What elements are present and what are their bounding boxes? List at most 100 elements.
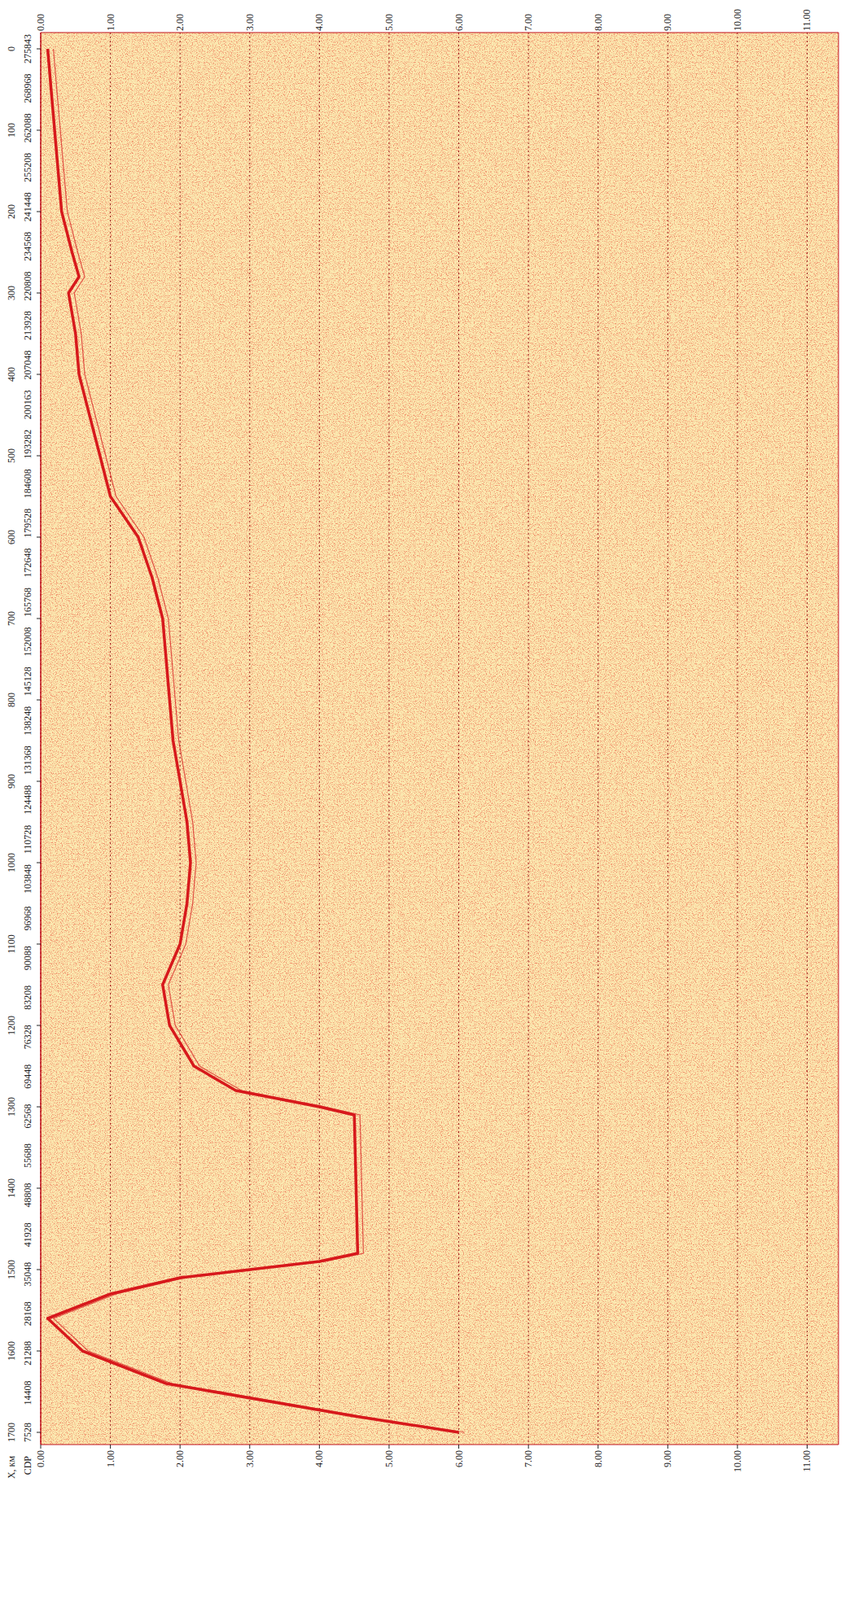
tick-label: 9.00: [661, 1450, 674, 1468]
tick-label: 2.00: [174, 1450, 186, 1468]
cdp-label: 145128: [21, 666, 34, 697]
tick-label: 300: [5, 285, 18, 301]
tick-mark: [36, 455, 41, 457]
tick-label: 11.00: [801, 8, 813, 31]
tick-label: 4.00: [313, 13, 325, 31]
grid-line: [736, 32, 738, 1445]
cdp-label: 103848: [21, 864, 34, 894]
tick-mark: [667, 1444, 669, 1450]
tick-label: 500: [5, 448, 18, 464]
tick-mark: [36, 781, 41, 783]
tick-mark: [736, 1444, 738, 1450]
cdp-label: 241448: [21, 192, 34, 222]
tick-mark: [36, 1188, 41, 1190]
cdp-label: 35048: [21, 1262, 34, 1288]
cdp-label: 193282: [21, 429, 34, 460]
cdp-label: 28168: [21, 1301, 34, 1327]
tick-label: 8.00: [592, 1450, 605, 1468]
tick-label: 11.00: [801, 1450, 813, 1473]
axis-title: X, км: [5, 1456, 18, 1480]
cdp-label: 275843: [21, 34, 34, 64]
tick-mark: [36, 700, 41, 701]
cdp-label: 262088: [21, 113, 34, 143]
tick-label: 1.00: [105, 13, 117, 31]
tick-label: 4.00: [313, 1450, 325, 1468]
tick-label: 1400: [5, 1178, 18, 1199]
tick-label: 1200: [5, 1015, 18, 1036]
plot-background: [40, 32, 839, 1445]
tick-label: 0: [5, 46, 18, 52]
tick-mark: [806, 1444, 808, 1450]
tick-mark: [249, 1444, 250, 1450]
cdp-label: 234568: [21, 232, 34, 262]
tick-mark: [36, 48, 41, 50]
cdp-label: 131368: [21, 745, 34, 775]
tick-label: 400: [5, 367, 18, 382]
tick-label: 2.00: [174, 13, 186, 31]
cdp-label: 138248: [21, 706, 34, 736]
tick-mark: [36, 862, 41, 864]
tick-label: 0.00: [35, 13, 47, 31]
grid-line: [388, 32, 390, 1445]
grid-line: [179, 32, 181, 1445]
tick-mark: [458, 1444, 460, 1450]
tick-mark: [36, 1432, 41, 1434]
grid-line: [109, 32, 111, 1445]
tick-mark: [36, 130, 41, 132]
axis-line: [40, 32, 839, 34]
tick-label: 1500: [5, 1260, 18, 1280]
seismic-section: 0.000.001.001.002.002.003.003.004.004.00…: [0, 0, 845, 1600]
cdp-label: 207048: [21, 350, 34, 381]
tick-label: 0.00: [35, 1450, 47, 1468]
tick-mark: [388, 1444, 390, 1450]
tick-mark: [109, 1444, 111, 1450]
cdp-label: 268968: [21, 74, 34, 104]
tick-label: 600: [5, 529, 18, 545]
tick-mark: [36, 1351, 41, 1353]
cdp-label: 76328: [21, 1024, 34, 1050]
tick-label: 1.00: [105, 1450, 117, 1468]
cdp-label: 213928: [21, 310, 34, 341]
seafloor-multiple: [53, 48, 465, 1433]
seafloor-reflector: [48, 48, 460, 1433]
cdp-label: 90088: [21, 945, 34, 971]
grid-line: [40, 32, 42, 1445]
tick-mark: [36, 537, 41, 539]
tick-label: 6.00: [453, 13, 465, 31]
tick-label: 10.00: [731, 1450, 744, 1473]
tick-mark: [179, 1444, 181, 1450]
cdp-label: 55688: [21, 1143, 34, 1169]
axis-line: [39, 32, 42, 1445]
data-group: [48, 48, 465, 1433]
cdp-label: 220808: [21, 271, 34, 301]
tick-label: 900: [5, 774, 18, 789]
cdp-label: 124488: [21, 785, 34, 815]
grid-line: [597, 32, 599, 1445]
tick-label: 1700: [5, 1422, 18, 1443]
tick-label: 1300: [5, 1097, 18, 1117]
grid-line: [458, 32, 460, 1445]
grid-line: [319, 32, 320, 1445]
tick-label: 9.00: [661, 13, 674, 31]
tick-label: 3.00: [244, 1450, 256, 1468]
tick-mark: [36, 944, 41, 946]
tick-label: 1100: [5, 934, 18, 955]
tick-label: 5.00: [383, 1450, 395, 1468]
tick-mark: [36, 1025, 41, 1027]
cdp-label: 200163: [21, 389, 34, 420]
tick-label: 7.00: [522, 1450, 535, 1468]
tick-label: 5.00: [383, 13, 395, 31]
tick-mark: [40, 1444, 42, 1450]
cdp-label: 152008: [21, 627, 34, 657]
tick-mark: [36, 293, 41, 294]
grid-line: [667, 32, 669, 1445]
cdp-label: 179528: [21, 508, 34, 539]
cdp-label: 69448: [21, 1064, 34, 1090]
tick-label: 8.00: [592, 13, 605, 31]
tick-label: 1600: [5, 1341, 18, 1362]
cdp-label: 110728: [21, 825, 34, 855]
tick-label: 10.00: [731, 8, 744, 31]
tick-label: 1000: [5, 853, 18, 873]
tick-mark: [36, 618, 41, 620]
tick-label: 700: [5, 611, 18, 627]
